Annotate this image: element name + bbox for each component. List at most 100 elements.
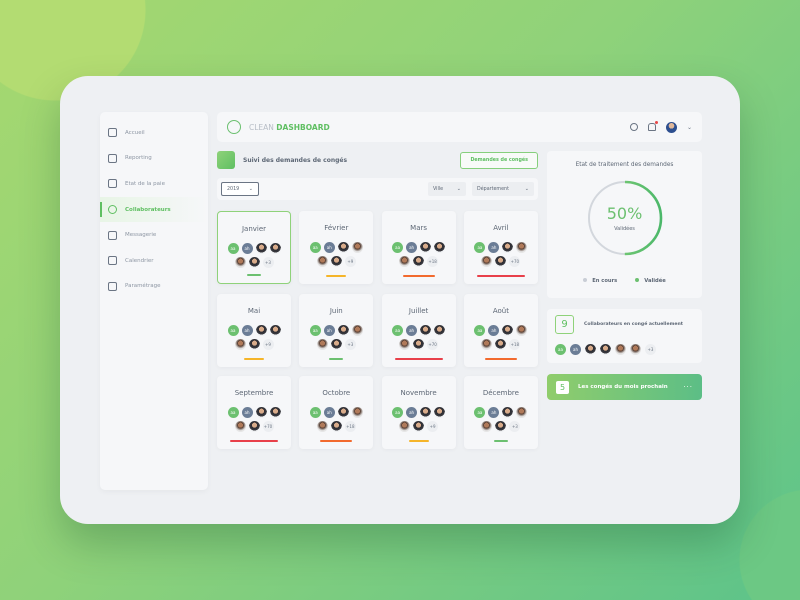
avatar[interactable]	[248, 257, 260, 268]
avatar[interactable]	[269, 407, 281, 418]
avatar[interactable]	[615, 344, 626, 355]
avatar[interactable]	[269, 243, 281, 254]
chat-icon[interactable]	[629, 123, 638, 131]
avatar[interactable]	[516, 242, 528, 253]
month-card-0[interactable]: Janvier aa ah +3	[217, 211, 291, 284]
avatar[interactable]	[630, 344, 641, 355]
more-count[interactable]: +70	[262, 421, 274, 432]
avatar[interactable]	[337, 324, 349, 336]
avatar[interactable]	[351, 407, 363, 418]
more-count[interactable]: +3	[645, 344, 656, 355]
avatar[interactable]	[330, 421, 342, 432]
avatar[interactable]: ah	[406, 324, 418, 336]
year-select[interactable]: 2019 ⌄	[221, 182, 259, 196]
avatar[interactable]	[481, 421, 493, 432]
month-card-2[interactable]: Mars aa ah +18	[381, 211, 456, 284]
avatar[interactable]	[234, 257, 246, 268]
avatar[interactable]	[330, 256, 342, 267]
month-card-3[interactable]: Avril aa ah +70	[463, 211, 538, 284]
avatar[interactable]: ah	[406, 407, 418, 418]
sidebar-item-etat-de-la-paie[interactable]: Etat de la paie	[100, 171, 208, 197]
more-count[interactable]: +9	[344, 256, 356, 267]
avatar[interactable]	[337, 407, 349, 418]
avatar[interactable]: ah	[241, 324, 253, 336]
avatar[interactable]: aa	[474, 407, 486, 418]
more-count[interactable]: +3	[262, 257, 274, 268]
avatar[interactable]	[234, 421, 246, 432]
avatar[interactable]: ah	[406, 242, 418, 253]
sidebar-item-calendrier[interactable]: Calendrier	[100, 248, 208, 274]
avatar[interactable]: ah	[241, 243, 253, 254]
avatar[interactable]: aa	[392, 407, 404, 418]
avatar[interactable]	[502, 407, 514, 418]
next-month-card[interactable]: 5 Les congés du mois prochain ···	[547, 374, 702, 400]
month-card-8[interactable]: Septembre aa ah +70	[217, 376, 291, 449]
avatar[interactable]	[502, 324, 514, 336]
avatar[interactable]	[420, 242, 432, 253]
sidebar-item-accueil[interactable]: Accueil	[100, 120, 208, 146]
avatar[interactable]	[420, 324, 432, 336]
avatar[interactable]	[316, 256, 328, 267]
avatar[interactable]: aa	[309, 407, 321, 418]
sidebar-item-param-trage[interactable]: Paramétrage	[100, 274, 208, 300]
avatar[interactable]	[495, 256, 507, 267]
avatar[interactable]: ah	[570, 344, 581, 355]
avatar[interactable]	[248, 338, 260, 350]
month-card-4[interactable]: Mai aa ah +9	[217, 293, 291, 367]
more-count[interactable]: +3	[344, 338, 356, 350]
more-count[interactable]: +70	[427, 338, 439, 350]
more-count[interactable]: +18	[509, 338, 521, 350]
city-select[interactable]: Ville ⌄	[428, 182, 466, 196]
avatar[interactable]	[420, 407, 432, 418]
more-icon[interactable]: ···	[683, 383, 693, 391]
avatar[interactable]: aa	[392, 242, 404, 253]
avatar[interactable]: ah	[488, 407, 500, 418]
avatar[interactable]: aa	[474, 242, 486, 253]
avatar[interactable]	[495, 421, 507, 432]
avatar[interactable]	[399, 256, 411, 267]
month-card-6[interactable]: Juillet aa ah +70	[381, 293, 456, 367]
avatar[interactable]	[399, 338, 411, 350]
avatar[interactable]: aa	[474, 324, 486, 336]
avatar[interactable]	[234, 338, 246, 350]
department-select[interactable]: Département ⌄	[472, 182, 534, 196]
avatar[interactable]	[413, 421, 425, 432]
current-leave-card[interactable]: 9 Collaborateurs en congé actuellement a…	[547, 309, 702, 363]
avatar[interactable]	[502, 242, 514, 253]
avatar[interactable]: ah	[488, 324, 500, 336]
avatar[interactable]	[434, 407, 446, 418]
avatar[interactable]: aa	[392, 324, 404, 336]
leave-requests-button[interactable]: Demandes de congés	[460, 151, 538, 169]
avatar[interactable]: aa	[309, 242, 321, 253]
avatar[interactable]	[269, 324, 281, 336]
avatar[interactable]	[516, 324, 528, 336]
month-card-7[interactable]: Août aa ah +18	[463, 293, 538, 367]
avatar[interactable]: aa	[309, 324, 321, 336]
avatar[interactable]	[481, 338, 493, 350]
avatar[interactable]	[516, 407, 528, 418]
avatar[interactable]	[337, 242, 349, 253]
avatar[interactable]	[351, 242, 363, 253]
avatar[interactable]	[248, 421, 260, 432]
sidebar-item-messagerie[interactable]: Messagerie	[100, 222, 208, 248]
avatar[interactable]: aa	[227, 407, 239, 418]
more-count[interactable]: +9	[427, 421, 439, 432]
avatar[interactable]: ah	[488, 242, 500, 253]
month-card-10[interactable]: Novembre aa ah +9	[381, 376, 456, 449]
avatar[interactable]	[434, 324, 446, 336]
avatar[interactable]: ah	[241, 407, 253, 418]
avatar[interactable]	[316, 338, 328, 350]
more-count[interactable]: +18	[427, 256, 439, 267]
avatar[interactable]	[600, 344, 611, 355]
avatar[interactable]	[399, 421, 411, 432]
more-count[interactable]: +70	[509, 256, 521, 267]
avatar[interactable]: ah	[323, 324, 335, 336]
avatar[interactable]: aa	[227, 324, 239, 336]
avatar[interactable]	[255, 407, 267, 418]
avatar[interactable]	[413, 338, 425, 350]
more-count[interactable]: +3	[509, 421, 521, 432]
avatar[interactable]: aa	[227, 243, 239, 254]
sidebar-item-collaborateurs[interactable]: Collaborateurs	[100, 196, 208, 223]
avatar[interactable]: ah	[323, 242, 335, 253]
avatar[interactable]	[316, 421, 328, 432]
